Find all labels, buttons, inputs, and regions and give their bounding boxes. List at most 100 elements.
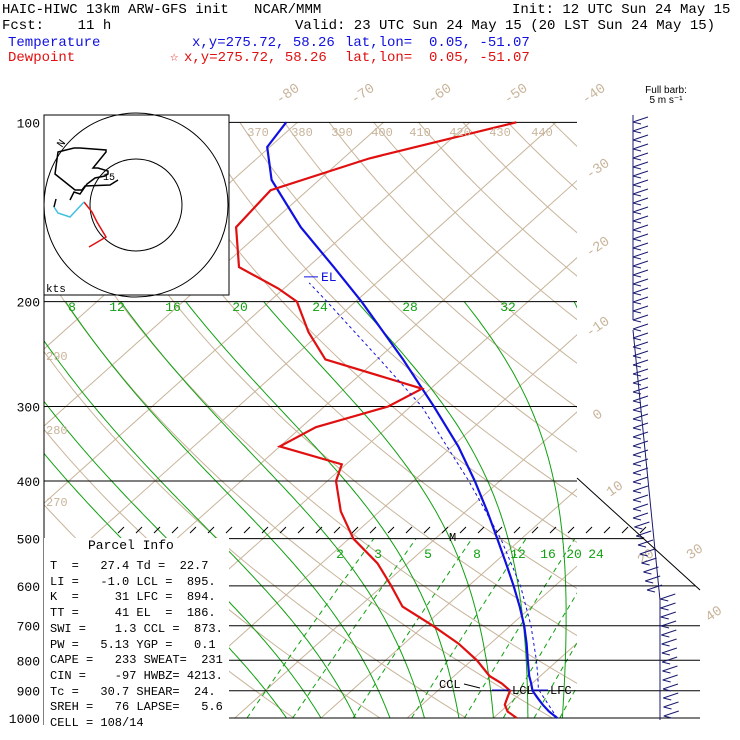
dry-adiabat-line [328,121,577,364]
hodograph-trace-cyan [53,201,85,218]
wind-barb-flag [632,224,649,231]
wind-barb [632,301,642,305]
wind-barb [632,139,642,143]
parcel-info-row: T = 27.4 Td = 22.7 [50,559,209,573]
wind-barb-flag [660,620,677,627]
mixing-ratio-label: 20 [232,300,248,315]
freezing-level-tick [351,526,359,534]
freezing-level-tick [225,526,233,534]
dry-adiabat-line [239,122,577,453]
wind-barb-flag [636,530,652,537]
wind-barb-flag [632,512,649,519]
pressure-tick-label: 800 [17,654,40,669]
freezing-level-tick [459,526,467,534]
wind-barb [632,247,642,251]
mixing-ratio-label: 16 [540,547,556,562]
wind-barb [632,409,642,413]
parcel-info-row: SREH = 76 LAPSE= 5.6 [50,700,223,715]
wind-barb-flag [632,494,649,501]
parcel-info-row: LI = -1.0 LCL = 895. [50,574,216,589]
isotherm-line [44,121,384,427]
wind-barb [632,517,642,521]
mixing-ratio-line [463,538,576,719]
mixing-ratio-label: 12 [109,300,125,315]
isotherm-label: -70 [348,81,378,109]
freezing-level-tick [495,526,503,534]
wind-barb [661,643,670,647]
isotherm-label: 0 [590,407,606,425]
wind-barb-flag [661,647,678,654]
wind-barb-flag [632,305,649,312]
theta-label: 270 [46,496,68,510]
dewpoint-marker-icon: ☆ [170,50,179,66]
wind-barb-flag [632,314,649,321]
freezing-level-tick [639,526,647,534]
mixing-ratio-label: 28 [402,300,418,315]
hodograph-trace-black-a [53,198,57,208]
parcel-info-title: Parcel Info [88,538,174,553]
theta-label: 420 [449,126,471,140]
wind-barb [632,319,642,323]
wind-barb-flag [632,134,649,141]
isotherm-label: 20 [635,546,658,569]
wind-barb-flag [632,341,649,348]
wind-barb [645,580,654,584]
wind-barb [632,274,642,278]
wind-barb-flag [660,611,676,618]
wind-barb-flag [632,251,649,258]
freezing-level-tick [603,526,611,534]
wind-barb [632,427,642,431]
wind-barb [632,229,642,233]
wind-barb [632,436,642,440]
wind-barb [662,679,671,683]
theta-label: 290 [46,350,68,364]
wind-barb-flag [632,287,649,294]
dry-adiabat-line [642,122,740,718]
freezing-level-tick [315,526,323,534]
wind-panel-edge [576,477,701,591]
wind-barb [632,157,642,161]
wind-barb-flag [632,116,649,123]
wind-barb [632,130,642,134]
wind-barb-flag [632,332,649,339]
freezing-level-tick [567,526,575,534]
pressure-tick-label: 700 [17,620,40,635]
parcel-info-row: TT = 41 EL = 186. [50,606,216,621]
wind-barb [632,148,642,152]
wind-barb-flag [663,701,679,708]
theta-label: 410 [409,126,431,140]
mixing-ratio-label: 24 [588,547,604,562]
ccl-label: CCL [439,678,461,692]
valid-time: Valid: 23 UTC Sun 24 May 15 (20 LST Sun … [295,18,716,34]
parcel-info-row: PW = 5.13 YGP = 0.1 [50,637,216,652]
freezing-level-tick [387,526,395,534]
moist-adiabat-line [573,301,577,309]
wind-barb-flag [632,260,649,267]
wind-barb [632,445,642,449]
freezing-level-tick [621,526,629,534]
isotherm-line [234,411,577,719]
wind-barb-flag [632,125,649,132]
mixing-ratio-label: 3 [374,547,382,562]
wind-barb [661,652,671,656]
wind-barb-flag [661,629,677,636]
parcel-info-panel: Parcel Info T = 27.4 Td = 22.7 LI = -1.0 … [44,538,229,730]
dewpoint-legend: Dewpoint [8,50,76,66]
parcel-info-row: SWI = 1.3 CCL = 873. [50,621,223,636]
freezing-level-tick [297,526,305,534]
wind-barb-flag [663,692,679,699]
isotherm-line [44,121,471,504]
wind-barb-flag [662,683,679,690]
freezing-level-tick [153,526,161,534]
wind-barb-flag [632,179,649,186]
wind-barb [663,697,672,701]
wind-barb-flag [632,467,649,474]
isotherm-label: -10 [583,314,613,342]
dry-adiabat-line [373,121,577,321]
freezing-level-tick [423,526,431,534]
freezing-level-tick [513,526,521,534]
wind-barb-flag [632,485,649,492]
isotherm-label: -30 [583,156,613,184]
dewpoint-xy: x,y=275.72, 58.26 [184,50,327,66]
isotherm-label: -40 [579,81,609,109]
